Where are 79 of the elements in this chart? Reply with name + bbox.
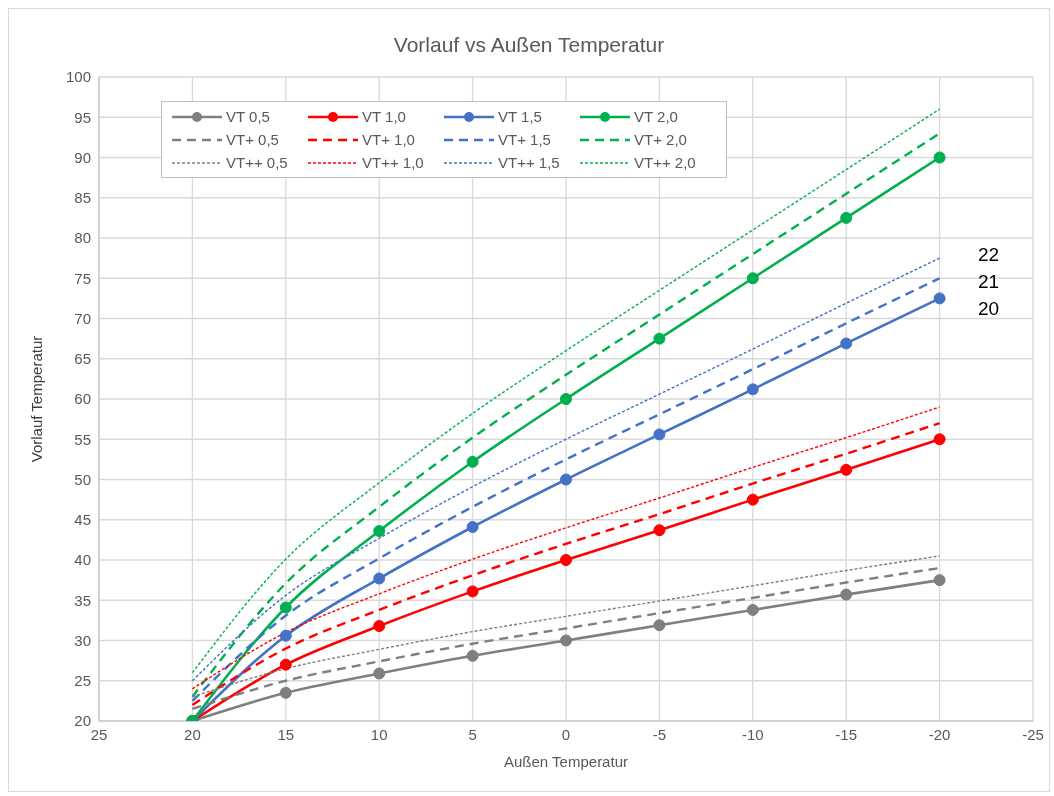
- point: [933, 151, 946, 164]
- point: [933, 574, 946, 587]
- x-tick-label: 20: [184, 725, 201, 743]
- y-tick-label: 60: [74, 390, 91, 408]
- legend-label: VT 1,0: [362, 108, 406, 125]
- point: [840, 211, 853, 224]
- point: [373, 667, 386, 680]
- x-tick-label: -25: [1022, 725, 1044, 743]
- point: [466, 455, 479, 468]
- legend-label: VT+ 0,5: [226, 131, 279, 148]
- y-tick-label: 75: [74, 269, 91, 287]
- point: [653, 332, 666, 345]
- legend-label: VT+ 1,5: [498, 131, 551, 148]
- y-tick-label: 70: [74, 309, 91, 327]
- y-tick-label: 55: [74, 430, 91, 448]
- point: [653, 524, 666, 537]
- x-tick-label: 25: [90, 725, 108, 743]
- point: [466, 585, 479, 598]
- point: [560, 554, 572, 566]
- legend-label: VT 2,0: [634, 108, 678, 125]
- point: [279, 629, 292, 642]
- legend-label: VT++ 1,5: [498, 154, 560, 171]
- y-tick-label: 85: [74, 189, 91, 207]
- point: [746, 383, 759, 396]
- point: [933, 292, 946, 305]
- y-axis-title: Vorlauf Temperatur: [28, 335, 46, 463]
- point: [746, 493, 759, 506]
- legend-label: VT+ 1,0: [362, 131, 415, 148]
- point: [373, 572, 386, 585]
- y-tick-label: 90: [74, 148, 91, 166]
- legend-label: VT++ 0,5: [226, 154, 288, 171]
- chart-title: Vorlauf vs Außen Temperatur: [392, 33, 666, 57]
- y-tick-label: 25: [74, 672, 91, 690]
- annotation: 22: [978, 244, 1000, 265]
- point: [653, 619, 666, 632]
- x-tick-label: -5: [652, 725, 667, 743]
- x-tick-label: -10: [741, 725, 764, 743]
- point: [840, 588, 853, 601]
- y-tick-label: 45: [74, 511, 91, 529]
- y-tick-label: 40: [74, 551, 91, 569]
- point: [560, 393, 572, 405]
- point: [279, 686, 292, 699]
- x-tick-label: -20: [928, 725, 951, 743]
- point: [466, 521, 479, 533]
- point: [840, 463, 853, 476]
- legend-label: VT 0,5: [226, 108, 270, 125]
- y-tick-label: 95: [74, 108, 91, 126]
- point: [279, 601, 292, 614]
- point: [560, 634, 572, 647]
- y-tick-label: 80: [74, 229, 91, 247]
- x-tick-label: 15: [277, 725, 295, 743]
- annotation: 20: [978, 298, 1000, 319]
- point: [746, 272, 759, 285]
- point: [279, 658, 292, 671]
- point: [653, 428, 666, 441]
- point: [746, 603, 759, 616]
- x-axis-title: Außen Temperatur: [504, 753, 628, 770]
- legend-label: VT++ 2,0: [634, 154, 696, 171]
- point: [373, 620, 386, 633]
- point: [373, 525, 386, 538]
- y-tick-label: 100: [65, 68, 91, 86]
- legend-label: VT++ 1,0: [362, 154, 424, 171]
- y-tick-label: 20: [74, 712, 91, 730]
- legend-label: VT 1,5: [498, 108, 542, 125]
- x-tick-label: 10: [370, 725, 388, 743]
- y-tick-label: 65: [74, 350, 91, 368]
- y-tick-label: 50: [74, 470, 91, 488]
- annotation: 21: [978, 271, 1000, 292]
- point: [840, 337, 853, 350]
- point: [560, 473, 572, 486]
- y-tick-label: 30: [74, 631, 91, 649]
- point: [466, 649, 479, 662]
- x-tick-label: 0: [561, 725, 571, 743]
- y-tick-label: 35: [74, 591, 91, 609]
- x-tick-label: -15: [835, 725, 858, 743]
- point: [933, 433, 946, 446]
- legend-label: VT+ 2,0: [634, 131, 687, 148]
- x-tick-label: 5: [468, 725, 477, 743]
- line-series: [191, 555, 941, 698]
